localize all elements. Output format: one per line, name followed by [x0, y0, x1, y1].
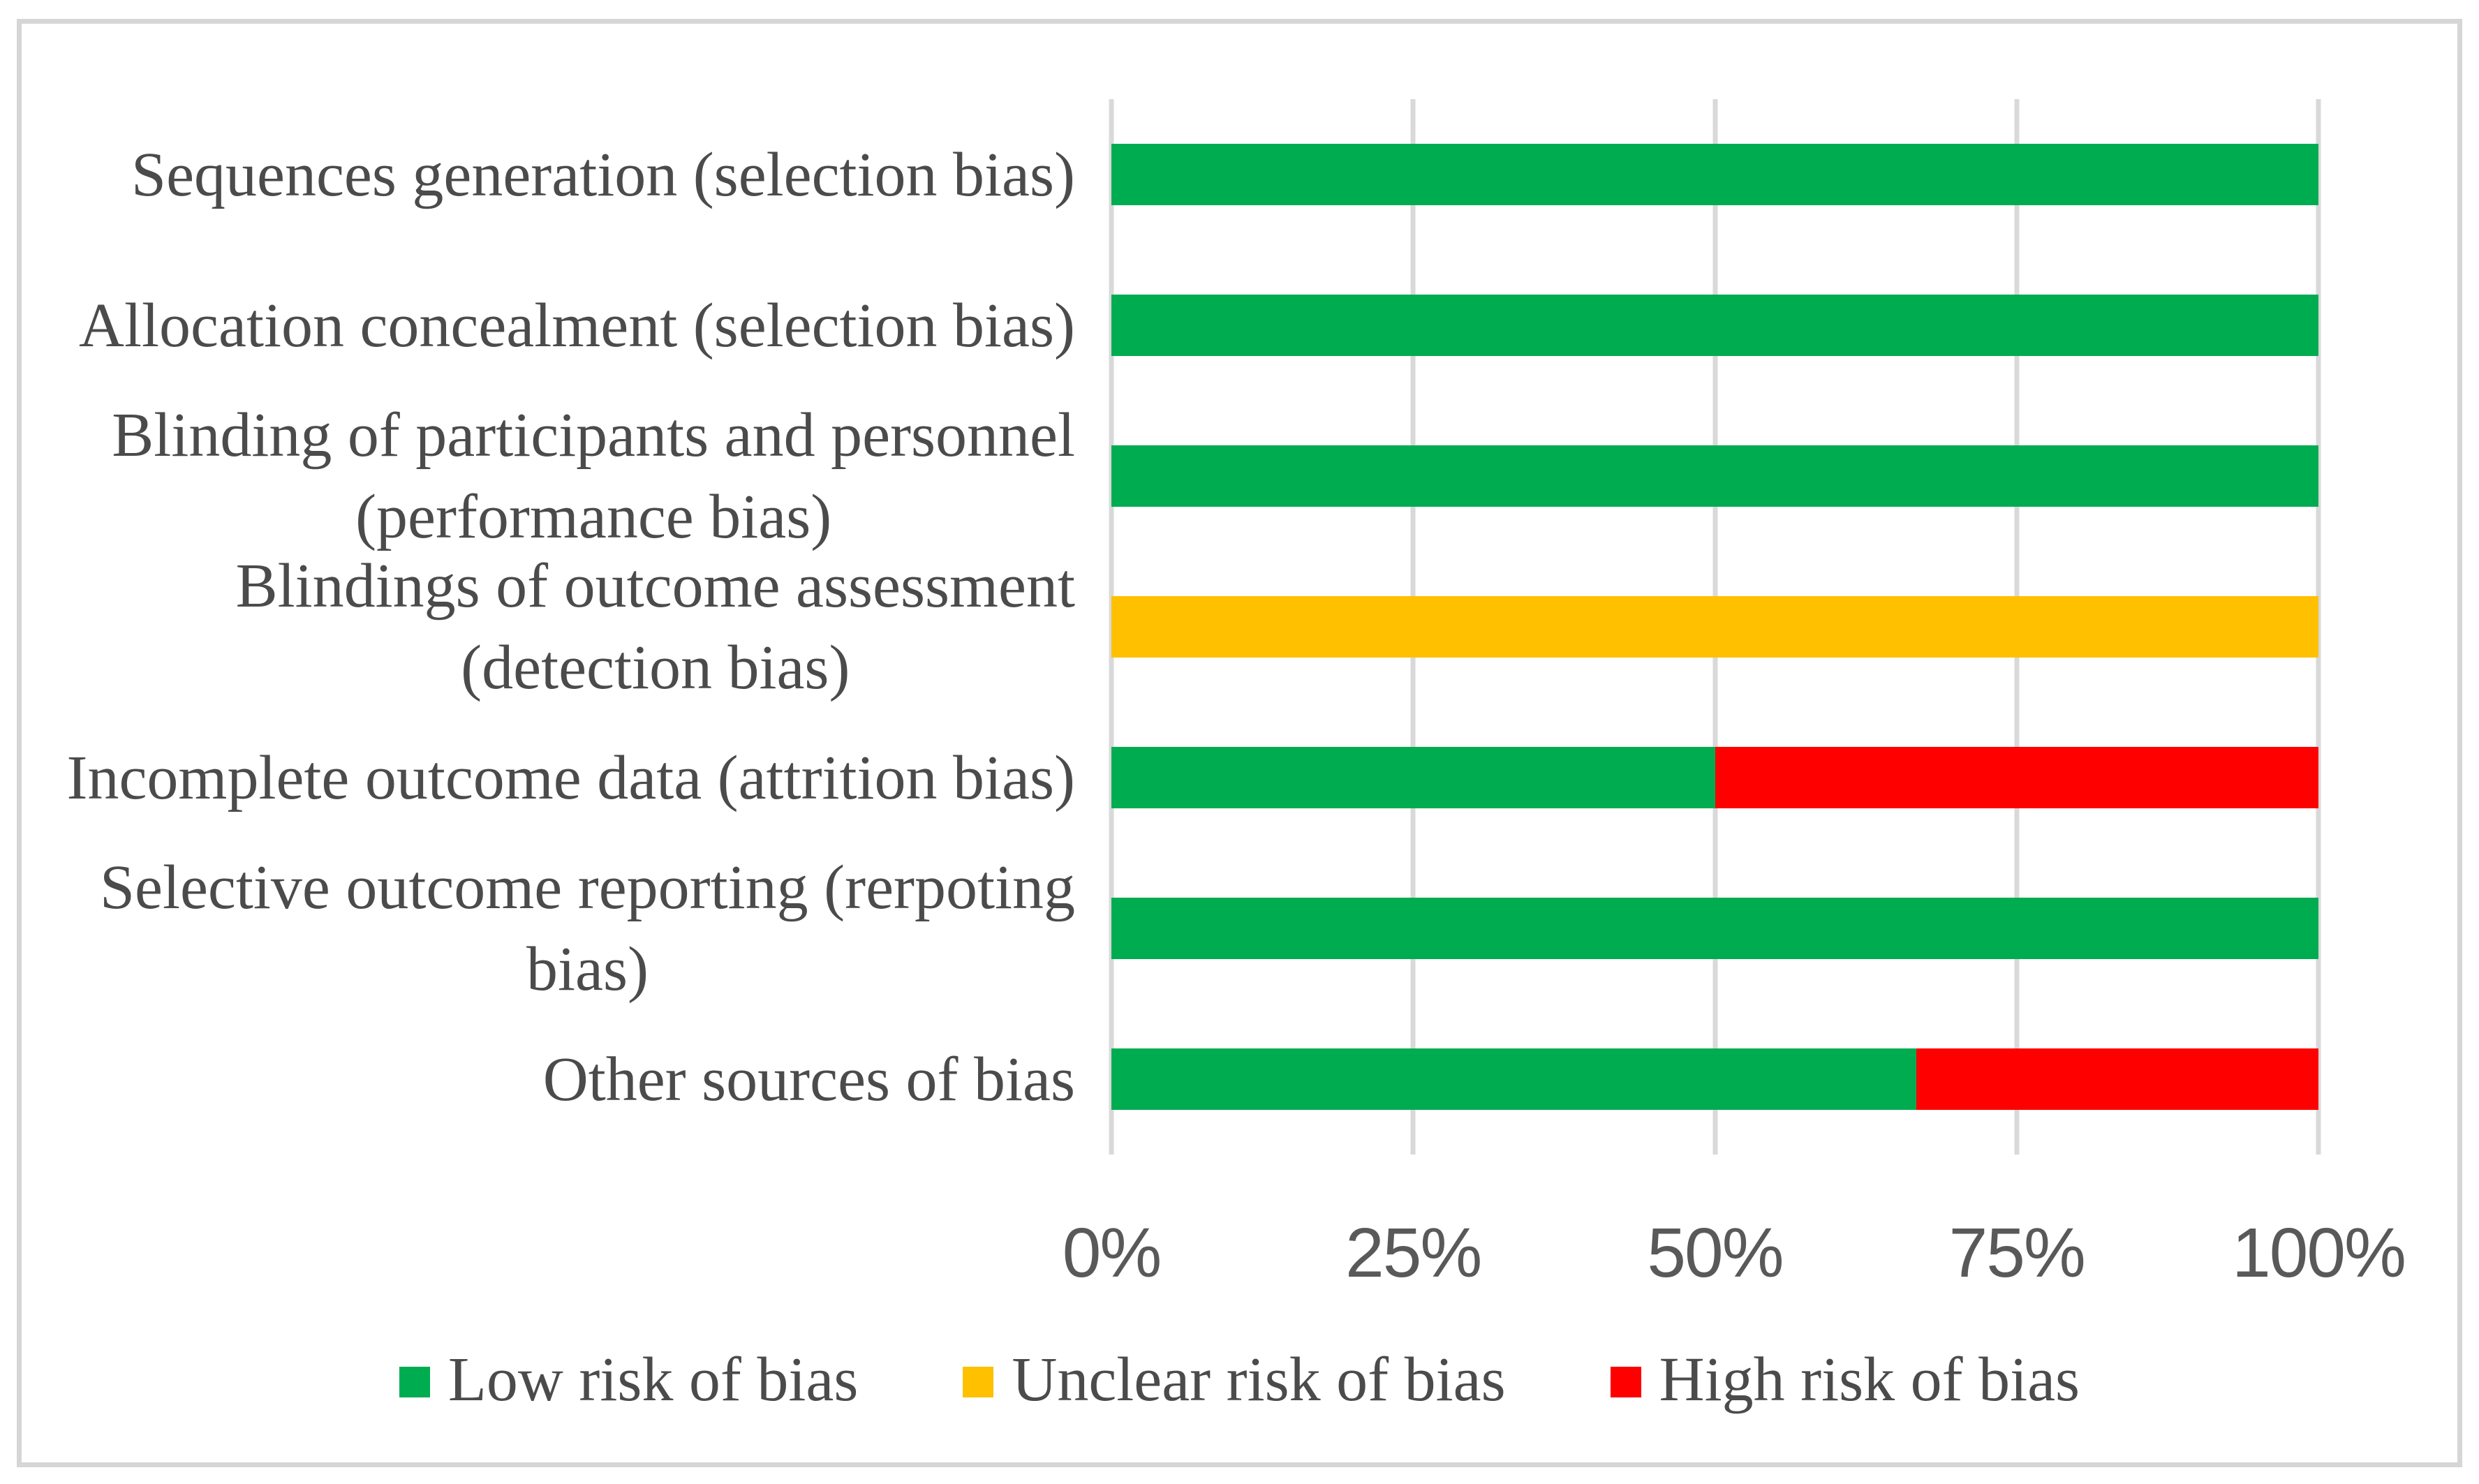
bar-segment-low-risk-of-bias — [1111, 445, 2318, 507]
legend-label: High risk of bias — [1659, 1345, 2080, 1414]
category-label-row-3: Blinding of participants and personnel (… — [0, 401, 1075, 551]
bar-row-6 — [1111, 898, 2318, 959]
category-label-text: Other sources of bias — [542, 1044, 1075, 1114]
bar-row-1 — [1111, 144, 2318, 205]
bar-segment-low-risk-of-bias — [1111, 295, 2318, 356]
category-label-text: Blinding of participants and personnel (… — [112, 401, 1075, 551]
category-label-row-1: Sequences generation (selection bias) — [0, 99, 1075, 250]
bar-row-7 — [1111, 1048, 2318, 1110]
bar-segment-low-risk-of-bias — [1111, 898, 2318, 959]
category-labels: Sequences generation (selection bias) All… — [0, 99, 1075, 1155]
gridline-100pct — [2316, 99, 2321, 1155]
category-label-text: Selective outcome reporting (rerpoting b… — [99, 853, 1075, 1004]
x-axis: 0% 25% 50% 75% 100% — [1063, 1213, 2406, 1304]
bar-segment-high-risk-of-bias — [1715, 747, 2318, 808]
x-tick-label-25pct: 25% — [1345, 1214, 1482, 1292]
bar-row-2 — [1111, 295, 2318, 356]
plot-area — [1109, 99, 2321, 1155]
category-label-row-7: Other sources of bias — [0, 1004, 1075, 1155]
x-tick-label-75pct: 75% — [1948, 1214, 2086, 1292]
legend-label: Unclear risk of bias — [1012, 1345, 1506, 1414]
category-label-text: Incomplete outcome data (attrition bias) — [66, 743, 1075, 813]
bar-segment-high-risk-of-bias — [1916, 1048, 2318, 1110]
category-label-row-5: Incomplete outcome data (attrition bias) — [0, 702, 1075, 853]
category-label-text: Blindings of outcome assessment (detecti… — [235, 551, 1075, 702]
bar-row-3 — [1111, 445, 2318, 507]
category-label-text: Sequences generation (selection bias) — [131, 140, 1075, 209]
legend: Low risk of bias Unclear risk of bias High… — [0, 1335, 2479, 1425]
legend-item-low-risk-of-bias: Low risk of bias — [399, 1349, 858, 1411]
legend-swatch-high-risk-of-bias — [1610, 1367, 1641, 1397]
bar-row-4 — [1111, 596, 2318, 658]
bar-segment-low-risk-of-bias — [1111, 747, 1715, 808]
legend-label: Low risk of bias — [447, 1345, 859, 1414]
bar-segment-unclear-risk-of-bias — [1111, 596, 2318, 658]
legend-item-high-risk-of-bias: High risk of bias — [1610, 1345, 2080, 1414]
x-tick-label-0pct: 0% — [1062, 1214, 1162, 1292]
x-tick-label-50pct: 50% — [1647, 1214, 1784, 1292]
category-label-row-4: Blindings of outcome assessment (detecti… — [0, 551, 1075, 702]
legend-swatch-low-risk-of-bias — [399, 1367, 430, 1397]
legend-item-unclear-risk-of-bias: Unclear risk of bias — [963, 1345, 1506, 1414]
bar-segment-low-risk-of-bias — [1111, 1048, 1916, 1110]
bar-segment-low-risk-of-bias — [1111, 144, 2318, 205]
category-label-row-2: Allocation concealment (selection bias) — [0, 250, 1075, 401]
category-label-text: Allocation concealment (selection bias) — [79, 290, 1075, 360]
category-label-row-6: Selective outcome reporting (rerpoting b… — [0, 853, 1075, 1004]
x-tick-label-100pct: 100% — [2232, 1214, 2406, 1292]
legend-swatch-unclear-risk-of-bias — [963, 1367, 994, 1397]
bar-row-5 — [1111, 747, 2318, 808]
